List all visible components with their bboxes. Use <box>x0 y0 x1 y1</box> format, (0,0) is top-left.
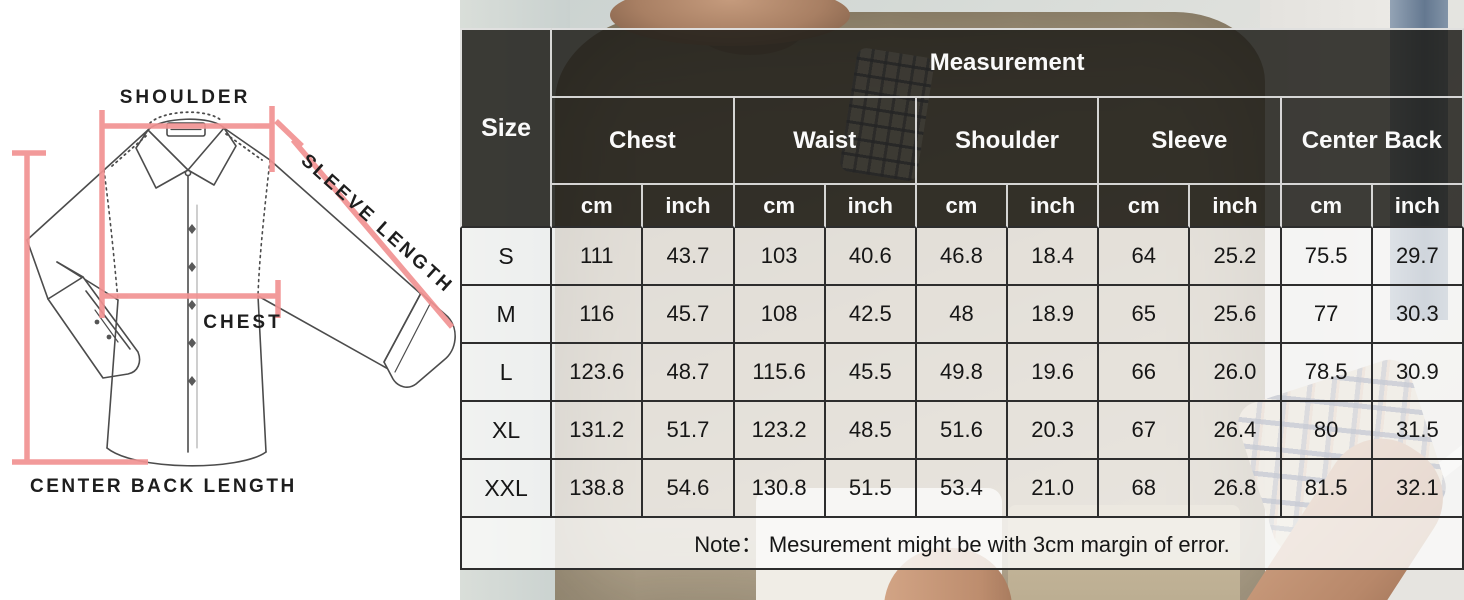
size-value-cell: 111 <box>552 228 644 286</box>
size-value-cell: 42.5 <box>825 286 917 344</box>
size-value-cell: 103 <box>734 228 826 286</box>
unit-header: inch <box>1372 185 1464 228</box>
unit-header: inch <box>1008 185 1100 228</box>
unit-header: cm <box>552 185 644 228</box>
table-row-size-xxl: XXL 138.8 54.6 130.8 51.5 53.4 21.0 68 2… <box>460 460 1464 518</box>
table-row-size-m: M 116 45.7 108 42.5 48 18.9 65 25.6 77 3… <box>460 286 1464 344</box>
size-value-cell: 48.5 <box>825 402 917 460</box>
shoulder-label: SHOULDER <box>120 87 251 108</box>
size-column-header: Size <box>460 28 553 228</box>
measurement-group-header: Measurement <box>552 28 1464 98</box>
size-value-cell: 115.6 <box>734 344 826 402</box>
size-value-cell: 51.5 <box>825 460 917 518</box>
center-back-length-label: CENTER BACK LENGTH <box>30 476 297 497</box>
unit-header: inch <box>643 185 735 228</box>
size-chart-table: Size Measurement Chest Waist Shoulder Sl… <box>460 28 1464 570</box>
size-value-cell: 51.6 <box>916 402 1009 460</box>
chest-label: CHEST <box>203 312 282 333</box>
shirt-line-art <box>26 111 456 467</box>
size-row-label: M <box>460 286 553 344</box>
size-value-cell: 78.5 <box>1281 344 1373 402</box>
chest-header: Chest <box>552 98 735 185</box>
sleeve-length-label: SLEEVE LENGTH <box>297 150 458 298</box>
sleeve-measure-line <box>290 138 455 329</box>
unit-header: inch <box>1190 185 1282 228</box>
size-value-cell: 138.8 <box>552 460 644 518</box>
size-value-cell: 65 <box>1099 286 1191 344</box>
size-value-cell: 51.7 <box>643 402 735 460</box>
measurement-lines <box>12 106 455 465</box>
size-value-cell: 48 <box>916 286 1009 344</box>
shirt-measurement-diagram: SHOULDER SLEEVE LENGTH CHEST CENTER BACK… <box>12 87 458 497</box>
size-value-cell: 116 <box>552 286 644 344</box>
sleeve-header: Sleeve <box>1099 98 1282 185</box>
size-value-cell: 19.6 <box>1008 344 1100 402</box>
size-value-cell: 30.9 <box>1372 344 1464 402</box>
note-text: Note： Mesurement might be with 3cm margi… <box>460 518 1464 570</box>
size-value-cell: 29.7 <box>1372 228 1464 286</box>
model-photo-panel: Size Measurement Chest Waist Shoulder Sl… <box>460 0 1464 600</box>
size-row-label: XXL <box>460 460 553 518</box>
size-value-cell: 26.0 <box>1190 344 1282 402</box>
size-row-label: S <box>460 228 553 286</box>
size-value-cell: 31.5 <box>1372 402 1464 460</box>
size-value-cell: 131.2 <box>552 402 644 460</box>
size-row-label: L <box>460 344 553 402</box>
shoulder-header: Shoulder <box>916 98 1100 185</box>
table-row-size-xl: XL 131.2 51.7 123.2 48.5 51.6 20.3 67 26… <box>460 402 1464 460</box>
size-value-cell: 18.9 <box>1008 286 1100 344</box>
size-value-cell: 68 <box>1099 460 1191 518</box>
unit-header: cm <box>916 185 1009 228</box>
table-row-measurement: Size Measurement <box>460 28 1464 228</box>
size-row-label: XL <box>460 402 553 460</box>
sleeve-top-tick <box>274 119 304 148</box>
size-value-cell: 123.2 <box>734 402 826 460</box>
size-value-cell: 48.7 <box>643 344 735 402</box>
size-value-cell: 77 <box>1281 286 1373 344</box>
unit-header: inch <box>825 185 917 228</box>
size-value-cell: 18.4 <box>1008 228 1100 286</box>
table-row-units: cm inch cm inch cm inch cm inch cm inch <box>460 185 1464 228</box>
size-value-cell: 46.8 <box>916 228 1009 286</box>
size-value-cell: 66 <box>1099 344 1191 402</box>
size-value-cell: 43.7 <box>643 228 735 286</box>
size-value-cell: 81.5 <box>1281 460 1373 518</box>
size-value-cell: 80 <box>1281 402 1373 460</box>
size-value-cell: 26.8 <box>1190 460 1282 518</box>
size-value-cell: 64 <box>1099 228 1191 286</box>
size-value-cell: 25.2 <box>1190 228 1282 286</box>
size-value-cell: 67 <box>1099 402 1191 460</box>
size-value-cell: 20.3 <box>1008 402 1100 460</box>
size-value-cell: 54.6 <box>643 460 735 518</box>
size-value-cell: 25.6 <box>1190 286 1282 344</box>
size-value-cell: 45.5 <box>825 344 917 402</box>
table-row-size-l: L 123.6 48.7 115.6 45.5 49.8 19.6 66 26.… <box>460 344 1464 402</box>
table-row-groups: Chest Waist Shoulder Sleeve Center Back <box>460 98 1464 185</box>
size-value-cell: 45.7 <box>643 286 735 344</box>
waist-header: Waist <box>734 98 917 185</box>
unit-header: cm <box>734 185 826 228</box>
center-back-header: Center Back <box>1281 98 1464 185</box>
size-value-cell: 108 <box>734 286 826 344</box>
size-value-cell: 49.8 <box>916 344 1009 402</box>
size-value-cell: 123.6 <box>552 344 644 402</box>
size-value-cell: 32.1 <box>1372 460 1464 518</box>
table-row-note: Note： Mesurement might be with 3cm margi… <box>460 518 1464 570</box>
size-value-cell: 21.0 <box>1008 460 1100 518</box>
size-value-cell: 30.3 <box>1372 286 1464 344</box>
measurement-diagram-panel: SHOULDER SLEEVE LENGTH CHEST CENTER BACK… <box>0 0 460 600</box>
size-value-cell: 26.4 <box>1190 402 1282 460</box>
size-value-cell: 53.4 <box>916 460 1009 518</box>
size-value-cell: 75.5 <box>1281 228 1373 286</box>
size-value-cell: 40.6 <box>825 228 917 286</box>
table-row-size-s: S 111 43.7 103 40.6 46.8 18.4 64 25.2 75… <box>460 228 1464 286</box>
unit-header: cm <box>1281 185 1373 228</box>
unit-header: cm <box>1099 185 1191 228</box>
size-value-cell: 130.8 <box>734 460 826 518</box>
